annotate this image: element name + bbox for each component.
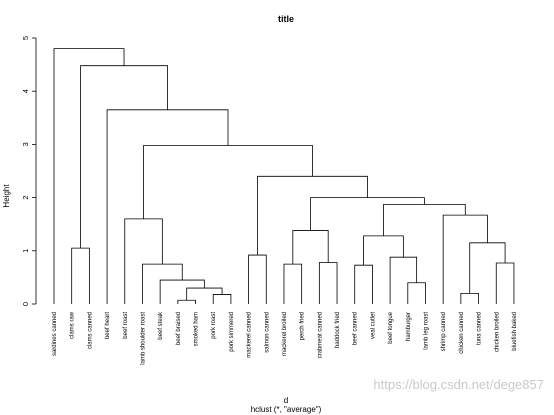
leaf-label: beef roast [123,312,129,339]
y-axis-label: Height [2,184,11,208]
leaf-label: clams canned [87,312,93,349]
leaf-label: clams raw [70,311,76,339]
leaf-label: salmon canned [264,312,270,353]
leaf-label: perch fried [300,312,306,340]
dendrogram-link [407,282,426,304]
dendrogram-link [53,48,125,304]
dendrogram-link [257,175,368,256]
dendrogram-link [283,263,303,304]
leaf-label: crabmeat canned [317,312,323,358]
leaf-label: haddock fried [335,312,341,348]
dendrogram-link [106,109,229,304]
leaf-label: sardines canned [52,312,58,356]
dendrogram-link [292,230,329,265]
dendrogram-link [389,256,418,304]
dendrogram-link [310,197,425,231]
dendrogram-link [177,299,196,304]
y-tick-label: 4 [21,89,30,93]
dendrogram-link [460,292,479,304]
dendrogram-link [442,214,488,304]
leaf-label: lamb shoulder roast [140,312,146,365]
dendrogram-link [80,65,168,249]
leaf-label: beef steak [158,311,164,340]
leaf-label: lamb leg roast [423,312,429,350]
dendrogram-link [71,247,90,304]
x-axis-label: d [284,396,288,405]
dendrogram-links [53,48,515,304]
y-tick-label: 2 [21,196,30,200]
leaf-label: mackerel canned [247,312,253,358]
dendrogram-link [354,264,373,304]
watermark: https://blog.csdn.net/dege857 [373,377,544,392]
y-tick-label: 1 [21,249,30,253]
leaf-label: veal cutlet [370,312,376,339]
leaf-label: beef heart [105,312,111,339]
leaf-label: hamburger [406,312,412,341]
leaf-label: chicken canned [459,312,465,354]
leaf-label: beef tongue [388,311,394,343]
chart-title: title [278,14,294,24]
leaf-label: smoked ham [194,312,200,346]
leaf-label: pork simmered [229,312,235,352]
leaf-label: pork roast [211,312,217,339]
leaf-label: beef braised [176,312,182,345]
dendrogram-link [143,145,313,219]
leaf-labels: sardines canned clams raw clams canned beef… [52,311,518,365]
dendrogram-link [383,204,466,236]
y-tick-label: 0 [21,302,30,306]
leaf-label: tuna canned [477,312,483,345]
y-axis: 0 1 2 3 4 5 [21,36,37,306]
leaf-label: bluefish baked [512,312,518,351]
leaf-label: chicken broiled [494,312,500,352]
dendrogram-link [469,242,506,294]
dendrogram-link [142,263,183,304]
dendrogram-link [363,235,404,266]
method-label: hclust (*, "average") [251,405,322,414]
leaf-label: beef canned [353,312,359,345]
dendrogram-link [212,294,232,304]
leaf-label: mackerel broiled [282,312,288,356]
leaf-label: shrimp canned [441,312,447,351]
y-tick-label: 5 [21,36,30,40]
dendrogram-link [495,262,515,304]
dendrogram-link [124,218,163,304]
dendrogram-link [248,254,267,304]
dendrogram-link [318,262,338,304]
y-tick-label: 3 [21,142,30,146]
